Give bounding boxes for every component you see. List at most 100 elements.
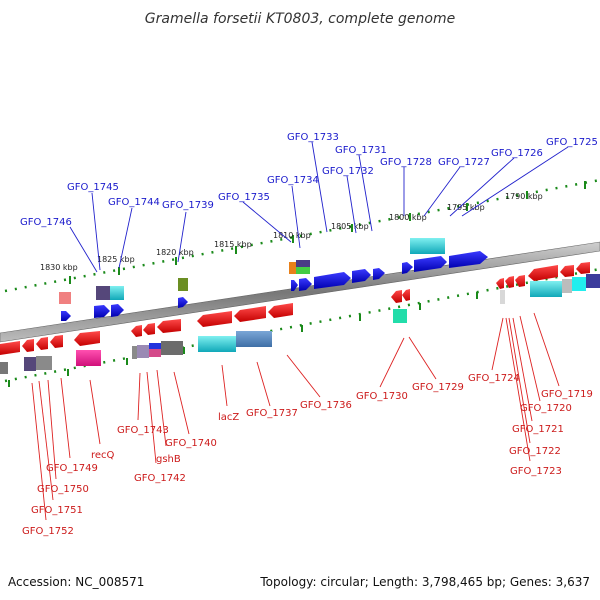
gene-arrow-forward[interactable]	[291, 280, 298, 291]
gene-arrow-reverse[interactable]	[22, 339, 34, 352]
feature-box	[132, 346, 137, 359]
gene-label[interactable]: GFO_1751	[31, 505, 83, 516]
upper-feature-boxes	[59, 238, 600, 323]
gene-label[interactable]: GFO_1732	[322, 166, 374, 177]
gene-label[interactable]: GFO_1739	[162, 200, 214, 211]
gene-label[interactable]: GFO_1733	[287, 132, 339, 143]
gene-label[interactable]: GFO_1731	[335, 145, 387, 156]
gene-label[interactable]: GFO_1734	[267, 175, 319, 186]
gene-arrow-reverse[interactable]	[528, 265, 558, 281]
lower-feature-boxes	[0, 331, 272, 374]
gene-label[interactable]: GFO_1740	[165, 438, 217, 449]
gene-label[interactable]: GFO_1722	[509, 446, 561, 457]
gene-label[interactable]: GFO_1728	[380, 157, 432, 168]
feature-box	[500, 290, 505, 304]
gene-arrow-reverse[interactable]	[496, 278, 504, 289]
genome-summary-text: Topology: circular; Length: 3,798,465 bp…	[259, 575, 590, 589]
gene-label[interactable]: GFO_1744	[108, 197, 160, 208]
gene-arrow-forward[interactable]	[314, 272, 351, 289]
gene-arrow-reverse[interactable]	[505, 276, 514, 288]
gene-arrow-reverse[interactable]	[143, 323, 155, 335]
gene-label[interactable]: GFO_1742	[134, 473, 186, 484]
feature-box	[530, 281, 562, 297]
gene-arrow-reverse[interactable]	[234, 306, 266, 322]
gene-arrow-reverse[interactable]	[74, 331, 100, 346]
gene-arrow-reverse[interactable]	[197, 311, 232, 327]
gene-label[interactable]: recQ	[91, 450, 115, 461]
forward-strand-genes	[61, 251, 488, 321]
gene-label[interactable]: GFO_1752	[22, 526, 74, 537]
gene-arrow-reverse[interactable]	[560, 265, 574, 277]
gene-label[interactable]: lacZ	[218, 412, 239, 423]
feature-box	[410, 238, 445, 254]
feature-box	[562, 279, 572, 293]
scale-label: 1805 kbp	[331, 222, 369, 231]
gene-label[interactable]: GFO_1730	[356, 391, 408, 402]
gene-arrow-reverse[interactable]	[0, 341, 20, 355]
feature-box	[178, 278, 188, 291]
gene-label[interactable]: GFO_1720	[520, 403, 572, 414]
gene-arrow-forward[interactable]	[373, 268, 385, 280]
genome-backbone	[0, 241, 600, 343]
gene-arrow-reverse[interactable]	[268, 303, 293, 318]
gene-label[interactable]: GFO_1736	[300, 400, 352, 411]
gene-arrow-reverse[interactable]	[50, 335, 63, 348]
gene-label[interactable]: GFO_1721	[512, 424, 564, 435]
scale-label: 1795 kbp	[447, 203, 485, 212]
feature-box	[161, 341, 183, 355]
scale-label: 1830 kbp	[40, 263, 78, 272]
gene-label[interactable]: GFO_1737	[246, 408, 298, 419]
gene-arrow-reverse[interactable]	[36, 337, 48, 350]
feature-box	[36, 356, 52, 370]
gene-label[interactable]: GFO_1735	[218, 192, 270, 203]
reverse-strand-genes	[0, 262, 590, 355]
gene-label[interactable]: GFO_1724	[468, 373, 520, 384]
gene-label[interactable]: gshB	[156, 454, 181, 465]
gene-label[interactable]: GFO_1726	[491, 148, 543, 159]
feature-box	[76, 350, 101, 366]
gene-label[interactable]: GFO_1750	[37, 484, 89, 495]
gene-label[interactable]: GFO_1746	[20, 217, 72, 228]
gene-label[interactable]: GFO_1749	[46, 463, 98, 474]
gene-label[interactable]: GFO_1745	[67, 182, 119, 193]
scale-label: 1825 kbp	[97, 255, 135, 264]
feature-box	[0, 362, 8, 374]
gene-arrow-forward[interactable]	[111, 304, 124, 317]
gene-label[interactable]: GFO_1743	[117, 425, 169, 436]
gene-arrow-forward[interactable]	[352, 269, 371, 283]
gene-arrow-forward[interactable]	[449, 251, 488, 268]
gene-arrow-forward[interactable]	[94, 305, 110, 318]
scale-labels: 1830 kbp 1825 kbp 1820 kbp 1815 kbp 1810…	[40, 192, 543, 272]
gene-arrow-reverse[interactable]	[402, 289, 410, 301]
gene-label[interactable]: GFO_1729	[412, 382, 464, 393]
gene-label[interactable]: GFO_1725	[546, 137, 598, 148]
feature-box	[296, 267, 310, 274]
gene-label[interactable]: GFO_1719	[541, 389, 593, 400]
gene-arrow-forward[interactable]	[61, 311, 71, 321]
gene-arrow-forward[interactable]	[299, 278, 312, 291]
gene-arrow-reverse[interactable]	[515, 275, 525, 287]
gene-arrow-reverse[interactable]	[131, 325, 142, 337]
gene-arrow-reverse[interactable]	[576, 262, 590, 274]
feature-box	[149, 343, 161, 349]
feature-box	[198, 336, 236, 352]
top-leader-lines	[69, 141, 569, 273]
map-title: Gramella forsetii KT0803, complete genom…	[145, 11, 455, 27]
gene-arrow-forward[interactable]	[414, 256, 447, 272]
upper-scale-track	[4, 178, 600, 293]
feature-box	[137, 345, 149, 358]
scale-label: 1790 kbp	[505, 192, 543, 201]
scale-label: 1820 kbp	[156, 248, 194, 257]
scale-label: 1800 kbp	[389, 213, 427, 222]
top-gene-labels: GFO_1746 GFO_1745 GFO_1744 GFO_1739 GFO_…	[20, 132, 598, 228]
feature-box	[110, 286, 124, 300]
gene-arrow-reverse[interactable]	[157, 319, 181, 333]
gene-arrow-forward[interactable]	[402, 262, 413, 274]
feature-box	[59, 292, 71, 304]
gene-label[interactable]: GFO_1723	[510, 466, 562, 477]
gene-label[interactable]: GFO_1727	[438, 157, 490, 168]
gene-arrow-forward[interactable]	[178, 297, 188, 308]
gene-arrow-reverse[interactable]	[391, 290, 402, 303]
